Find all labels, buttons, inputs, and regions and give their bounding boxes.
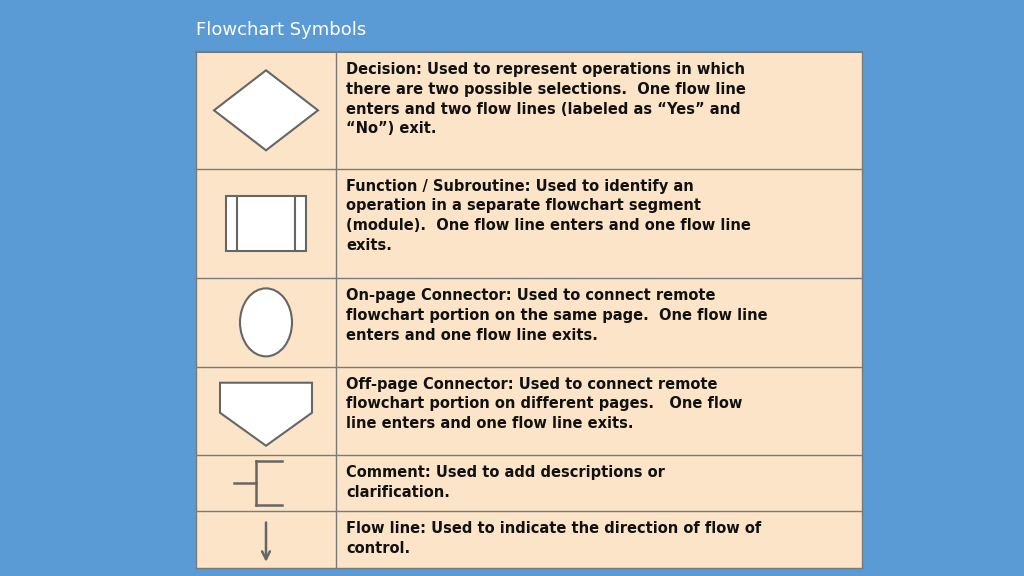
Polygon shape xyxy=(214,70,318,150)
Text: On-page Connector: Used to connect remote
flowchart portion on the same page.  O: On-page Connector: Used to connect remot… xyxy=(346,288,768,343)
Text: Flowchart Symbols: Flowchart Symbols xyxy=(196,21,367,39)
Polygon shape xyxy=(220,382,312,446)
Text: Comment: Used to add descriptions or
clarification.: Comment: Used to add descriptions or cla… xyxy=(346,465,665,500)
Text: Off-page Connector: Used to connect remote
flowchart portion on different pages.: Off-page Connector: Used to connect remo… xyxy=(346,377,742,431)
Text: Decision: Used to represent operations in which
there are two possible selection: Decision: Used to represent operations i… xyxy=(346,62,745,137)
Text: Flow line: Used to indicate the direction of flow of
control.: Flow line: Used to indicate the directio… xyxy=(346,521,761,556)
Bar xyxy=(226,196,306,251)
Text: Function / Subroutine: Used to identify an
operation in a separate flowchart seg: Function / Subroutine: Used to identify … xyxy=(346,179,751,253)
Bar xyxy=(196,52,862,568)
Ellipse shape xyxy=(240,289,292,357)
